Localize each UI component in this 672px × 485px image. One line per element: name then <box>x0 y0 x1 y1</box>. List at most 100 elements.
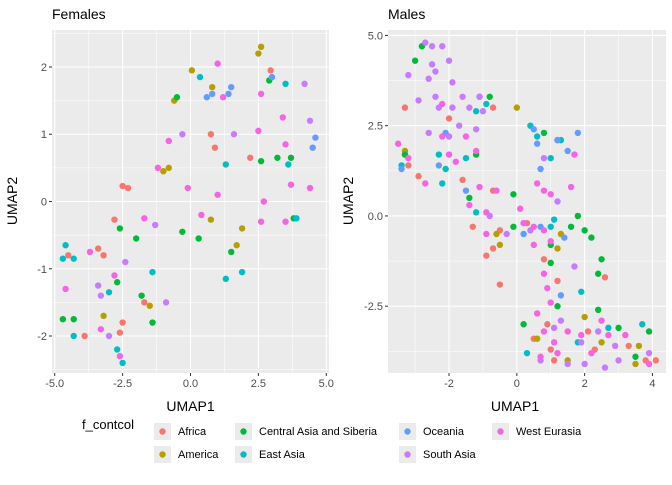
legend-label: America <box>178 449 219 461</box>
data-point <box>306 117 314 124</box>
data-point <box>274 154 281 161</box>
data-point <box>598 317 605 324</box>
legend-label: East Asia <box>259 449 306 461</box>
data-point <box>233 242 240 249</box>
data-point <box>146 302 153 309</box>
data-point <box>119 319 126 326</box>
data-point <box>598 339 605 346</box>
data-point <box>503 230 510 238</box>
data-point <box>198 211 205 219</box>
data-point <box>97 326 105 333</box>
data-point <box>462 187 470 194</box>
data-point <box>594 270 602 277</box>
data-point <box>435 162 443 169</box>
data-point <box>116 352 124 360</box>
data-point <box>287 181 295 188</box>
y-tick-label: 0.0 <box>368 211 383 223</box>
data-point <box>301 80 308 88</box>
data-point <box>537 353 544 360</box>
data-point <box>425 75 432 82</box>
data-point <box>483 100 490 108</box>
data-point <box>462 133 470 140</box>
data-point <box>588 349 595 357</box>
data-point <box>196 73 204 81</box>
data-point <box>533 310 541 317</box>
data-point <box>195 235 202 242</box>
data-point <box>70 315 77 323</box>
data-point <box>312 134 319 141</box>
y-tick-label: 2 <box>41 62 47 74</box>
data-point <box>94 282 102 289</box>
legend-key <box>404 451 411 458</box>
data-point <box>207 216 215 223</box>
data-point <box>567 223 575 230</box>
data-point <box>540 129 548 137</box>
data-point <box>574 129 582 137</box>
data-point <box>119 359 126 367</box>
legend-item-africa: Africa <box>154 423 207 440</box>
data-point <box>564 147 571 155</box>
data-point <box>547 299 554 306</box>
legend-item-america: America <box>154 446 219 463</box>
panel-females: Females UMAP1 UMAP2 -5.0 -2.5 0.0 2.5 5.0 -2 -… <box>4 6 334 414</box>
data-point <box>537 165 544 173</box>
data-point <box>540 256 548 263</box>
data-point <box>422 39 429 46</box>
data-point <box>209 90 216 98</box>
data-point <box>533 335 541 342</box>
data-point <box>65 252 72 259</box>
data-point <box>533 140 541 147</box>
data-point <box>598 256 605 263</box>
data-point <box>547 223 554 230</box>
data-point <box>530 126 537 133</box>
legend-title: f_contcol <box>82 417 134 432</box>
data-point <box>285 161 292 168</box>
data-point <box>554 349 561 357</box>
legend-label: Central Asia and Siberia <box>259 426 378 438</box>
data-point <box>584 328 592 335</box>
data-point <box>632 353 639 360</box>
data-point <box>267 67 274 74</box>
data-point <box>510 191 517 198</box>
data-point <box>70 332 77 340</box>
data-point <box>513 104 521 111</box>
data-point <box>533 133 541 140</box>
data-point <box>652 357 660 364</box>
data-point <box>547 346 554 353</box>
data-point <box>510 223 517 230</box>
data-point <box>238 225 246 232</box>
legend-key <box>497 428 504 435</box>
data-point <box>523 349 531 357</box>
data-point <box>489 104 497 111</box>
data-point <box>445 57 453 64</box>
series-central-asia-and-siberia <box>401 43 653 360</box>
data-point <box>547 259 554 267</box>
data-point <box>162 299 170 306</box>
data-point <box>594 328 602 335</box>
data-point <box>611 342 619 350</box>
legend-key <box>240 451 247 458</box>
data-point <box>70 255 77 262</box>
plot-area <box>388 30 666 373</box>
data-point <box>581 313 588 321</box>
series-south-asia <box>405 39 653 371</box>
data-point <box>459 176 466 184</box>
data-point <box>544 284 551 292</box>
data-point <box>449 79 456 86</box>
data-point <box>116 329 124 336</box>
x-tick-label: -2 <box>444 378 454 390</box>
data-point <box>100 252 107 259</box>
data-point <box>282 141 289 148</box>
data-point <box>309 144 316 151</box>
data-point <box>645 349 653 357</box>
legend-item-west-eurasia: West Eurasia <box>492 423 582 440</box>
data-point <box>113 279 121 286</box>
data-point <box>578 331 585 339</box>
data-point <box>540 328 548 335</box>
panel-title-females: Females <box>52 6 106 22</box>
data-point <box>483 209 490 216</box>
data-point <box>601 274 609 281</box>
data-point <box>173 94 181 101</box>
